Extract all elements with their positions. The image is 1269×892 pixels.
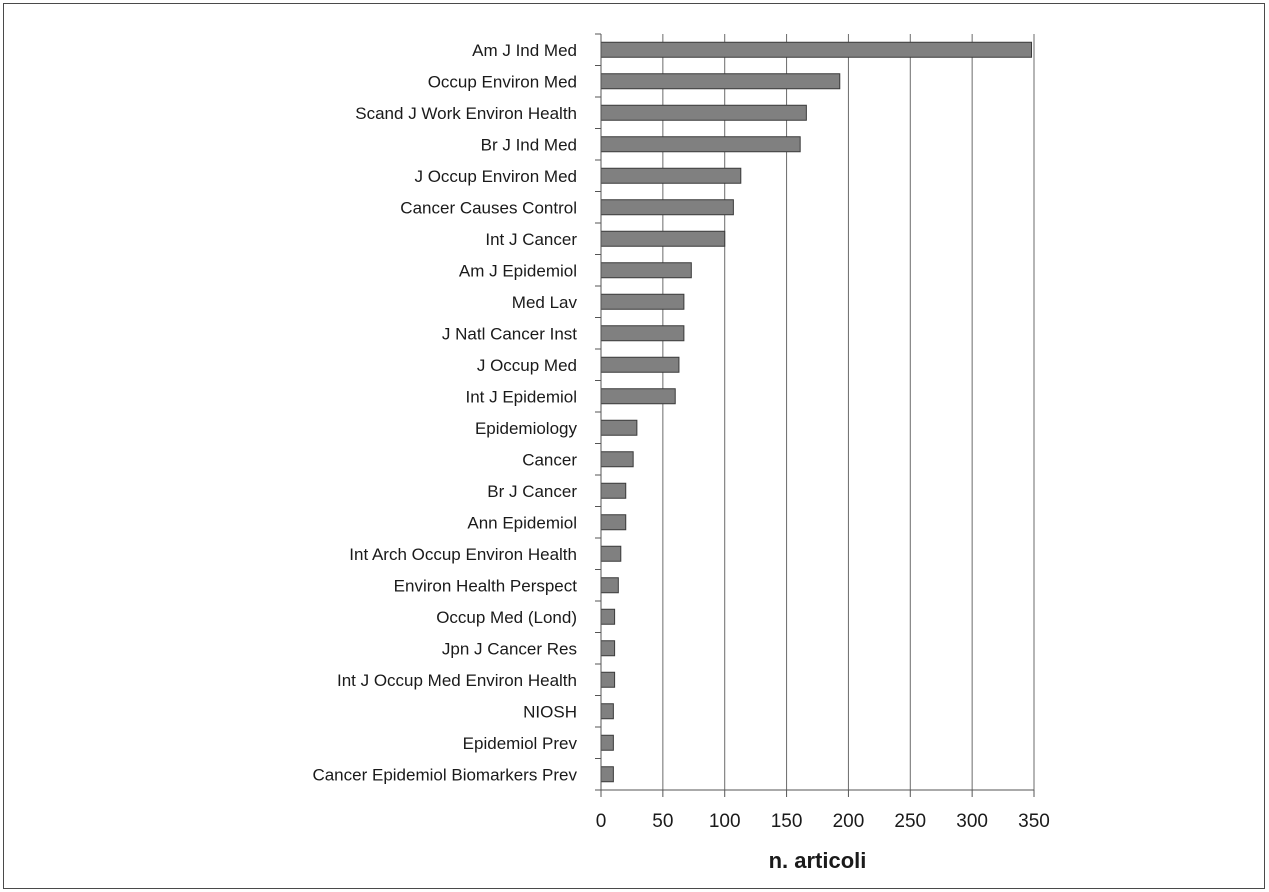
bar [600, 356, 680, 373]
x-tick-label: 300 [956, 811, 988, 832]
category-label: Int J Cancer [485, 230, 577, 249]
x-tick-label: 100 [709, 811, 741, 832]
category-label: Epidemiology [475, 419, 578, 438]
category-label: Am J Ind Med [472, 41, 577, 60]
bar [600, 451, 634, 468]
bar [600, 73, 841, 90]
bar [600, 734, 614, 751]
category-label: Scand J Work Environ Health [355, 104, 577, 123]
gridlines [662, 34, 1035, 790]
bar [600, 608, 616, 625]
category-label: J Occup Environ Med [414, 167, 577, 186]
bar [600, 419, 638, 436]
category-label: Cancer Epidemiol Biomarkers Prev [312, 765, 577, 784]
x-tick-label: 200 [833, 811, 865, 832]
x-tick-label: 0 [596, 811, 607, 832]
category-label: Am J Epidemiol [459, 261, 577, 280]
category-labels: Am J Ind Med Occup Environ Med Scand J Wor… [312, 41, 577, 785]
category-label: Int Arch Occup Environ Health [349, 545, 577, 564]
axes [595, 33, 1035, 797]
category-label: Occup Med (Lond) [436, 608, 577, 627]
category-label: Occup Environ Med [428, 72, 577, 91]
bar [600, 671, 616, 688]
category-label: Environ Health Perspect [394, 576, 578, 595]
bar [600, 514, 627, 531]
category-label: Ann Epidemiol [467, 513, 577, 532]
bar [600, 104, 807, 121]
category-label: Cancer Causes Control [400, 198, 577, 217]
x-tick-labels: 0 50 100 150 200 250 300 350 [596, 811, 1050, 832]
x-axis-title: n. articoli [769, 848, 867, 873]
category-label: Epidemiol Prev [463, 734, 578, 753]
category-label: Med Lav [512, 293, 578, 312]
bar [600, 325, 685, 342]
bar [600, 293, 685, 310]
bar [600, 199, 734, 216]
bar [600, 640, 616, 657]
bars [600, 41, 1033, 783]
bar [600, 482, 627, 499]
bar [600, 262, 692, 279]
x-tick-label: 350 [1018, 811, 1050, 832]
bar [600, 136, 801, 153]
category-label: Br J Cancer [487, 482, 577, 501]
x-tick-label: 250 [894, 811, 926, 832]
category-label: NIOSH [523, 702, 577, 721]
bar [600, 577, 619, 594]
bar [600, 230, 726, 247]
category-label: J Natl Cancer Inst [442, 324, 577, 343]
x-tick-label: 50 [652, 811, 673, 832]
category-label: Cancer [522, 450, 577, 469]
category-label: Int J Epidemiol [466, 387, 578, 406]
bar [600, 167, 742, 184]
category-label: Jpn J Cancer Res [442, 639, 577, 658]
x-tick-label: 150 [771, 811, 803, 832]
bar [600, 545, 622, 562]
bar [600, 41, 1033, 58]
category-label: Int J Occup Med Environ Health [337, 671, 577, 690]
bar [600, 388, 676, 405]
category-label: Br J Ind Med [481, 135, 577, 154]
bar [600, 703, 614, 720]
bar [600, 766, 614, 783]
category-label: J Occup Med [477, 356, 577, 375]
